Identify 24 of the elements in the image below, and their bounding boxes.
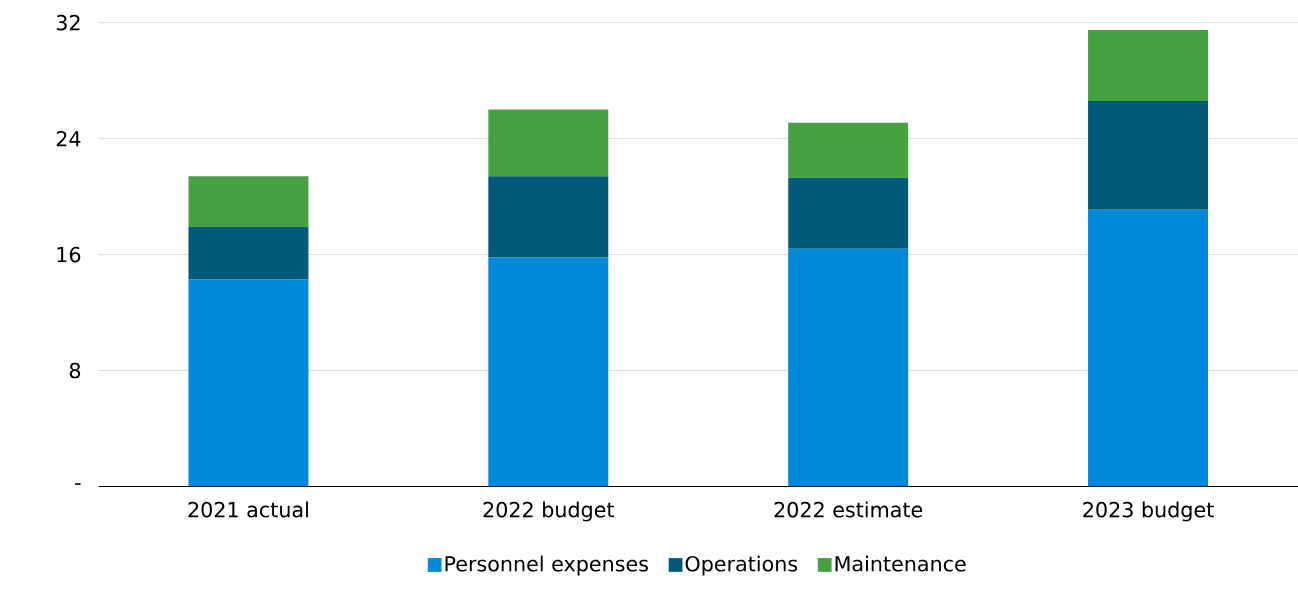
bar: [188, 279, 309, 487]
bar: [488, 257, 609, 487]
bar: [788, 248, 909, 487]
legend-label: Operations: [685, 555, 798, 576]
y-tick-label: 32: [56, 15, 80, 31]
bar: [788, 177, 909, 249]
x-tick-label: 2022 estimate: [774, 501, 923, 518]
legend-label: Personnel expenses: [445, 555, 648, 576]
bar: [188, 227, 309, 280]
bar: [1088, 30, 1209, 102]
x-tick-label: 2021 actual: [188, 501, 308, 518]
x-tick-label: 2023 budget: [1083, 501, 1214, 522]
x-tick-label: 2022 budget: [483, 501, 615, 522]
bar: [488, 109, 609, 177]
y-tick-label: 8: [69, 362, 81, 379]
bar: [1088, 101, 1209, 210]
y-tick-label: -: [75, 483, 81, 486]
y-tick-label: 24: [56, 131, 81, 147]
bar: [188, 176, 309, 228]
bar: [488, 176, 609, 258]
bar: [1088, 209, 1209, 487]
legend-label: Maintenance: [835, 555, 966, 572]
y-tick-label: 16: [57, 246, 81, 263]
bar: [788, 122, 909, 178]
